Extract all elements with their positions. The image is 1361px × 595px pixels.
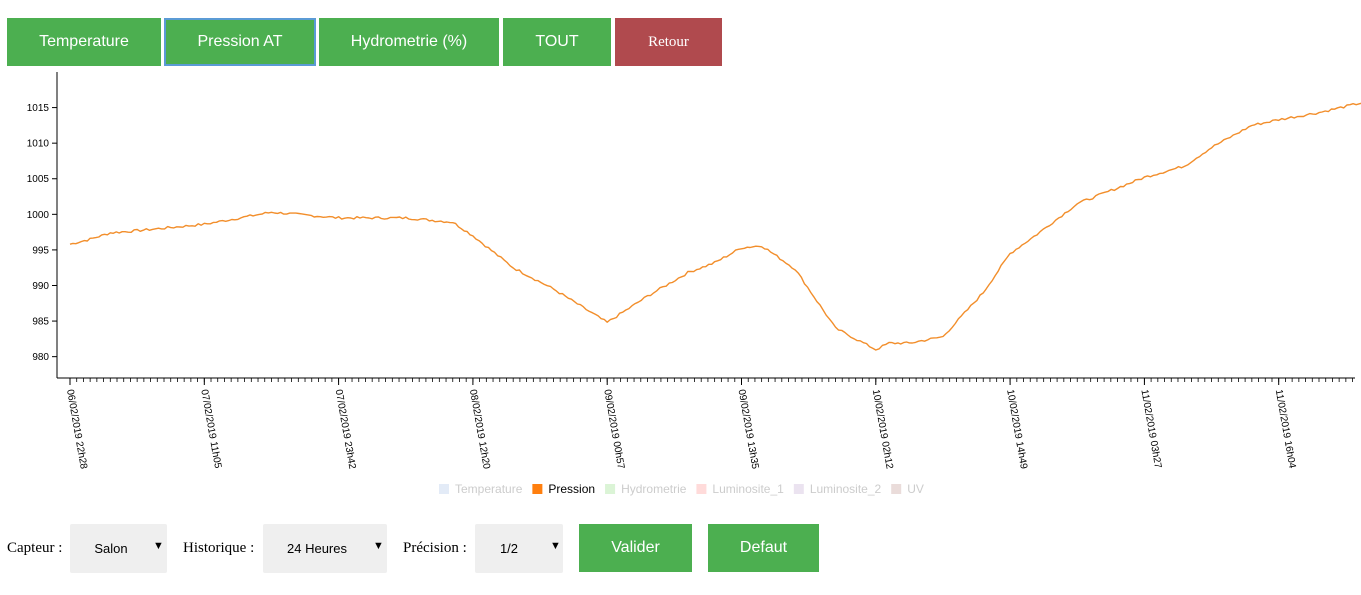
legend-swatch	[605, 484, 616, 494]
historique-label: Historique :	[183, 540, 255, 556]
historique-select[interactable]: 24 Heures ▼	[263, 524, 387, 573]
tab-temperature[interactable]: Temperature	[7, 18, 161, 66]
chevron-down-icon: ▼	[153, 540, 164, 552]
capteur-select[interactable]: Salon ▼	[70, 524, 167, 573]
x-tick-label: 08/02/2019 12h20	[467, 389, 492, 471]
precision-label: Précision :	[403, 540, 467, 556]
defaut-button[interactable]: Defaut	[708, 524, 819, 572]
legend-swatch	[532, 484, 543, 494]
tab-tout[interactable]: TOUT	[503, 18, 611, 66]
capteur-label: Capteur :	[7, 540, 63, 556]
y-tick-label: 990	[32, 281, 49, 292]
y-tick-label: 995	[32, 245, 49, 256]
x-tick-label: 07/02/2019 23h42	[333, 389, 358, 471]
legend-label: UV	[907, 482, 924, 496]
legend-label: Luminosite_1	[712, 482, 784, 496]
y-tick-label: 985	[32, 317, 49, 328]
y-tick-label: 980	[32, 352, 49, 363]
chevron-down-icon: ▼	[550, 540, 561, 552]
pressure-chart: 980 985 990 995 1000 1005 1010 1015 06/02/2019 2…	[27, 72, 1361, 496]
tab-hydrometrie[interactable]: Hydrometrie (%)	[319, 18, 499, 66]
chevron-down-icon: ▼	[373, 540, 384, 552]
x-tick-label: 09/02/2019 00h57	[601, 389, 626, 471]
historique-value: 24 Heures	[287, 541, 347, 556]
x-tick-label: 10/02/2019 02h12	[870, 389, 895, 471]
tab-bar: Temperature Pression AT Hydrometrie (%) …	[0, 0, 1361, 70]
legend-swatch	[891, 484, 902, 494]
x-tick-label: 09/02/2019 13h35	[736, 389, 761, 471]
retour-button[interactable]: Retour	[615, 18, 722, 66]
x-tick-label: 11/02/2019 16h04	[1273, 389, 1298, 470]
legend-label: Hydrometrie	[621, 482, 687, 496]
legend-swatch	[793, 484, 804, 494]
x-tick-label: 11/02/2019 03h27	[1138, 389, 1163, 470]
tab-pression-at[interactable]: Pression AT	[164, 18, 316, 66]
capteur-value: Salon	[94, 541, 128, 556]
legend-swatch	[439, 484, 449, 494]
legend-swatch	[696, 484, 707, 494]
legend-label: Luminosite_2	[810, 482, 882, 496]
precision-select[interactable]: 1/2 ▼	[475, 524, 563, 573]
x-tick-label: 10/02/2019 14h49	[1004, 389, 1029, 471]
x-tick-label: 06/02/2019 22h28	[64, 389, 89, 471]
y-tick-label: 1005	[27, 174, 50, 185]
y-tick-label: 1010	[27, 139, 50, 150]
x-tick-label: 07/02/2019 11h05	[198, 389, 223, 470]
series-line-pression	[69, 102, 1361, 351]
legend-label: Pression	[548, 482, 595, 496]
y-tick-label: 1015	[27, 103, 50, 114]
precision-value: 1/2	[499, 541, 519, 556]
valider-button[interactable]: Valider	[579, 524, 692, 572]
control-bar: Capteur : Salon ▼ Historique : 24 Heures…	[0, 520, 1361, 580]
y-tick-label: 1000	[27, 210, 50, 221]
legend-label: Temperature	[455, 482, 523, 496]
